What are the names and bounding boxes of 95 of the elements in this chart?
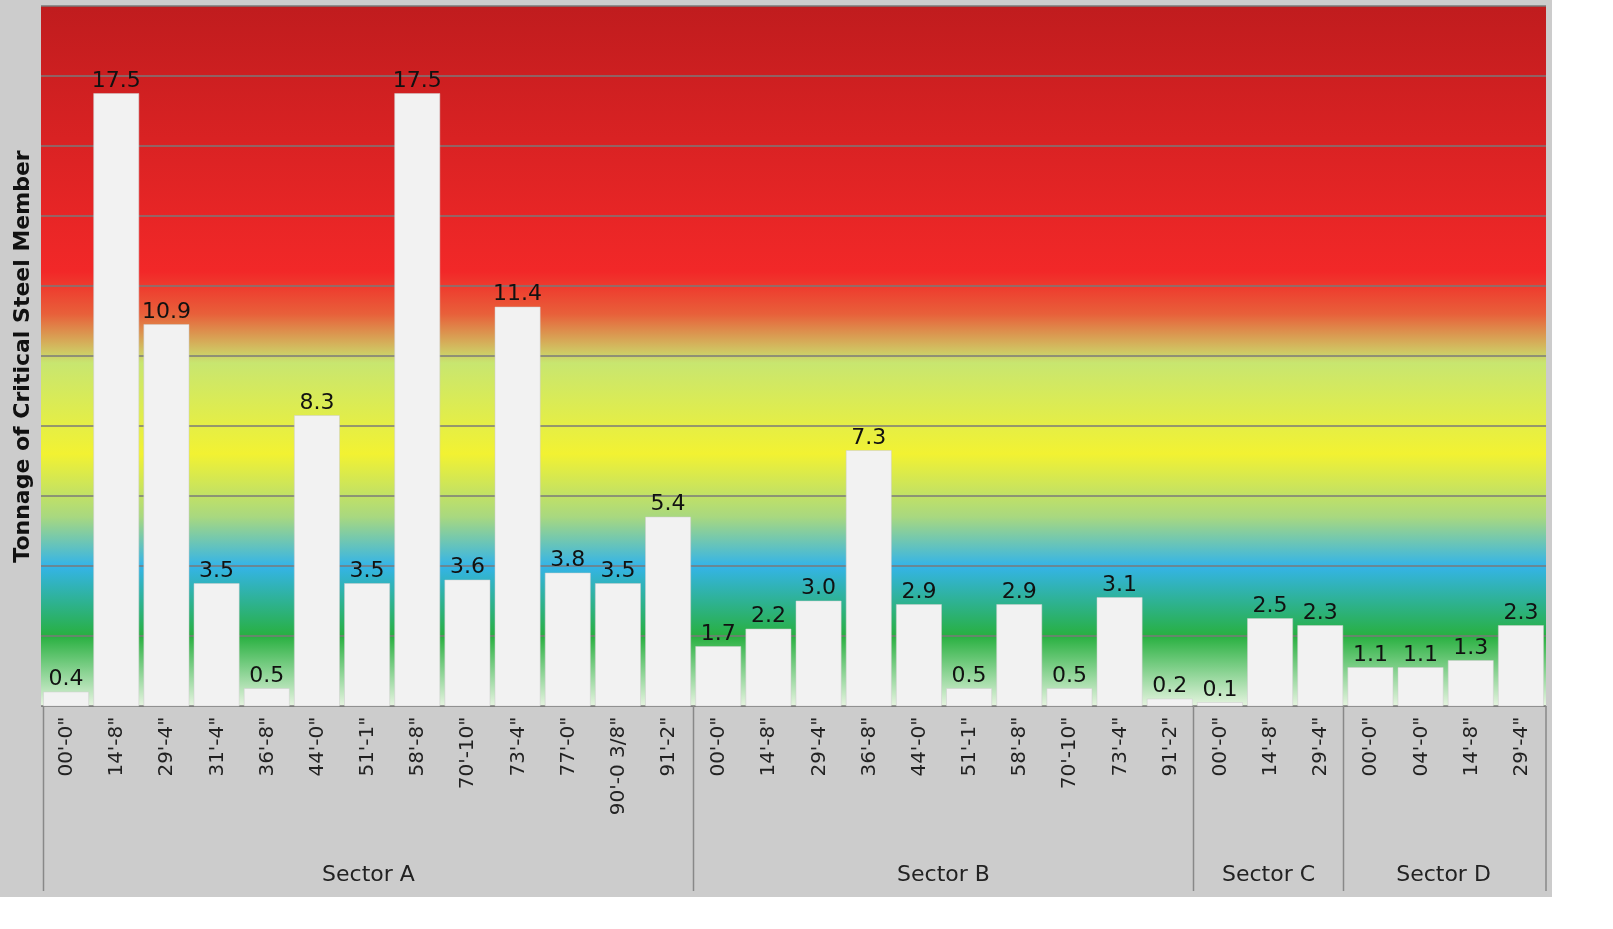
- x-tick-label: 90'-0 3/8": [604, 716, 629, 816]
- x-tick-label: 58'-8": [1006, 716, 1031, 777]
- text: Sector C: [1221, 861, 1316, 886]
- text: Sector D: [1396, 861, 1491, 886]
- bar: [896, 604, 942, 707]
- data-label: 1.7: [700, 619, 736, 645]
- bar: [1498, 625, 1544, 707]
- bar: [1146, 698, 1193, 707]
- data-label: 1.1: [1403, 640, 1439, 666]
- y-axis-title: Tonnage of Critical Steel Member: [8, 150, 34, 563]
- bar: [595, 583, 641, 707]
- data-label: 3.1: [1102, 570, 1138, 596]
- data-label: 2.9: [1001, 577, 1037, 603]
- data-label: 3.8: [550, 546, 586, 571]
- x-tick-label: 36'-8": [253, 716, 278, 777]
- x-tick-label: 44'-0": [905, 716, 930, 777]
- bar: [1297, 625, 1344, 707]
- bar: [43, 691, 89, 707]
- data-label: 3.5: [349, 556, 385, 582]
- x-tick-label: 04'-0": [1407, 716, 1432, 777]
- x-tick-label: 29'-4": [153, 716, 178, 777]
- bar: [695, 646, 742, 707]
- data-label: 0.2: [1152, 672, 1188, 697]
- bar: [294, 415, 340, 707]
- bar: [494, 306, 541, 707]
- data-label: 11.4: [493, 280, 543, 305]
- data-label: 0.4: [48, 665, 84, 690]
- x-tick-label: 31'-4": [203, 716, 228, 777]
- x-tick-label: 36'-8": [855, 716, 880, 777]
- x-tick-label: 70'-10": [454, 716, 479, 790]
- data-label: 2.3: [1302, 598, 1338, 624]
- x-tick-label: 51'-1": [354, 716, 379, 777]
- data-label: 3.5: [199, 556, 235, 582]
- bar: [795, 600, 842, 707]
- text: Sector A: [322, 861, 415, 886]
- bar: [1447, 660, 1494, 707]
- data-label: 3.5: [600, 556, 636, 582]
- x-tick-label: 70'-10": [1056, 716, 1081, 790]
- bar: [444, 579, 491, 707]
- bar: [845, 450, 892, 707]
- x-tick-label: 14'-8": [755, 716, 780, 777]
- x-tick-label: 44'-0": [303, 716, 328, 777]
- bar: [745, 628, 792, 707]
- bar: [394, 93, 441, 707]
- data-label: 2.9: [901, 577, 937, 603]
- x-tick-label: 00'-0": [705, 716, 730, 777]
- data-label: 2.2: [750, 602, 786, 627]
- x-tick-label: 14'-8": [1457, 716, 1482, 777]
- bar: [243, 688, 290, 707]
- data-label: 2.3: [1503, 598, 1539, 624]
- data-label: 8.3: [299, 388, 335, 414]
- x-tick-label: 00'-0": [1357, 716, 1382, 777]
- data-label: 17.5: [91, 66, 141, 92]
- data-label: 3.6: [449, 553, 485, 578]
- data-label: 0.5: [1051, 661, 1087, 687]
- x-tick-label: 29'-4": [1307, 716, 1332, 777]
- bar: [544, 572, 591, 707]
- x-tick-label: 77'-0": [554, 716, 579, 777]
- data-label: 3.0: [801, 574, 837, 599]
- data-label: 1.1: [1352, 640, 1388, 666]
- bar: [946, 688, 992, 707]
- bar: [1197, 702, 1243, 707]
- bar: [645, 516, 691, 707]
- x-tick-label: 00'-0": [1206, 716, 1231, 777]
- data-label: 10.9: [141, 297, 191, 323]
- bar: [1397, 667, 1444, 707]
- data-label: 5.4: [650, 490, 686, 515]
- bar: [143, 324, 190, 707]
- data-label: 0.5: [249, 661, 285, 687]
- data-label: 1.3: [1453, 633, 1489, 659]
- x-tick-label: 29'-4": [1507, 716, 1532, 777]
- bar: [93, 93, 140, 707]
- bar: [1046, 688, 1093, 707]
- bar: [1096, 597, 1143, 707]
- bar: [996, 604, 1043, 707]
- x-tick-label: 00'-0": [53, 716, 78, 777]
- x-tick-label: 14'-8": [103, 716, 128, 777]
- x-tick-label: 73'-4": [504, 716, 529, 777]
- bar: [344, 583, 390, 707]
- x-tick-label: 91'-2": [655, 716, 680, 777]
- x-tick-label: 91'-2": [1156, 716, 1181, 777]
- data-label: 0.1: [1202, 675, 1238, 701]
- data-label: 0.5: [951, 661, 987, 687]
- data-label: 17.5: [392, 66, 442, 92]
- x-tick-label: 58'-8": [404, 716, 429, 777]
- data-label: 2.5: [1252, 591, 1288, 617]
- bar: [193, 583, 240, 707]
- x-tick-label: 29'-4": [805, 716, 830, 777]
- bar: [1347, 667, 1394, 707]
- data-label: 7.3: [851, 423, 887, 449]
- x-tick-label: 51'-1": [956, 716, 981, 777]
- x-tick-label: 73'-4": [1106, 716, 1131, 777]
- bar: [1247, 618, 1293, 707]
- x-tick-label: 14'-8": [1257, 716, 1282, 777]
- text: Sector B: [897, 861, 990, 886]
